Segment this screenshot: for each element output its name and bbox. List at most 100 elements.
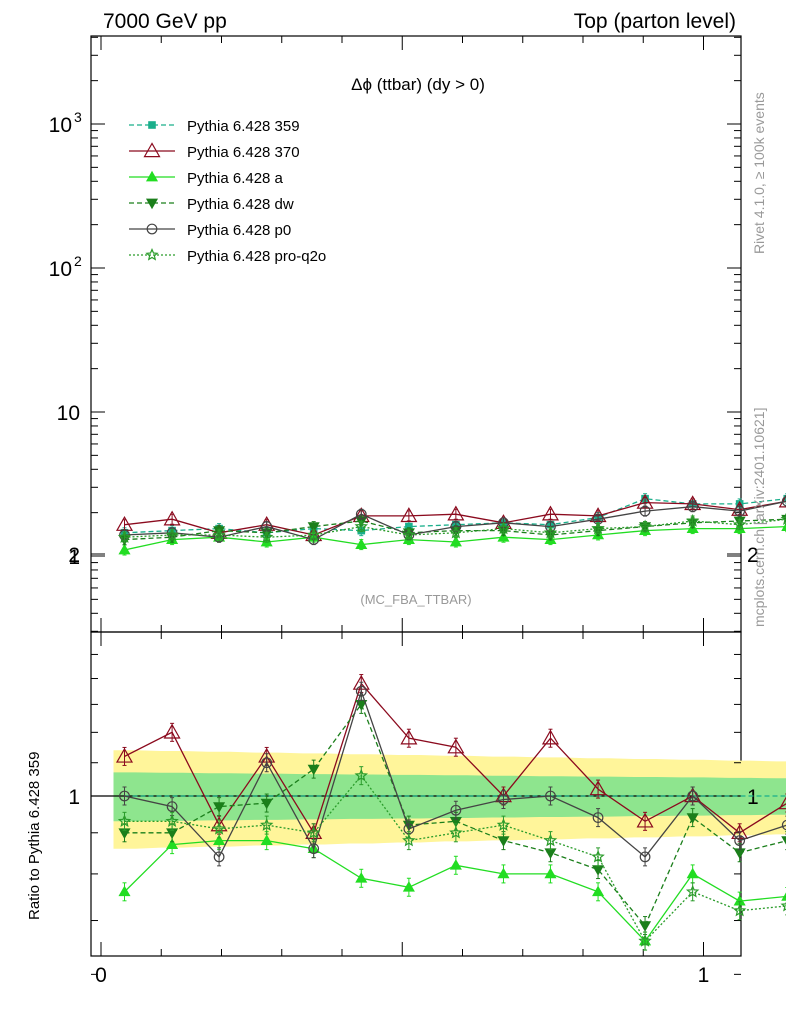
ratio-ylabel: Ratio to Pythia 6.428 359 (26, 752, 43, 920)
main-data-point (260, 530, 274, 543)
mcplots-label: mcplots.cern.ch [arXiv:2401.10621] (751, 408, 767, 627)
main-y-tick-label: 10 (49, 258, 72, 281)
legend-marker (145, 170, 159, 182)
main-data-point (687, 501, 699, 513)
ratio-series-line (124, 682, 786, 835)
ratio-data-point (119, 790, 130, 802)
main-data-point (449, 525, 463, 539)
main-data-point (638, 519, 652, 533)
ratio-y-tick-label-right: 2 (747, 544, 759, 567)
main-data-point (355, 538, 368, 549)
ratio-data-point (496, 818, 511, 831)
legend-label: Pythia 6.428 370 (187, 144, 300, 161)
ratio-data-point (781, 819, 786, 831)
main-series-group (115, 493, 786, 556)
main-data-point (781, 495, 786, 507)
ratio-data-point (543, 833, 558, 847)
ratio-data-point (589, 780, 607, 796)
main-series-line (124, 500, 786, 536)
main-data-point (355, 508, 367, 520)
ratio-data-point (592, 812, 604, 824)
main-series-line (124, 518, 786, 541)
legend-marker (145, 247, 159, 261)
ratio-data-point (497, 836, 510, 847)
legend-label: Pythia 6.428 pro-q2o (187, 248, 326, 265)
ratio-y-tick-label-left: 1 (68, 786, 80, 809)
legend-marker (146, 223, 158, 235)
legend-label: Pythia 6.428 p0 (187, 222, 291, 239)
main-y-tick-label: 10 (49, 114, 72, 137)
ratio-data-point (400, 729, 418, 745)
ratio-data-point (260, 834, 273, 845)
ratio-data-point (639, 921, 652, 932)
x-tick-label: 1 (698, 964, 710, 987)
main-data-point (163, 510, 181, 526)
ratio-data-point (544, 848, 557, 859)
main-series-line (124, 500, 786, 541)
ratio-series-group (115, 674, 786, 951)
main-series-line (124, 498, 786, 534)
analysis-tag: (MC_FBA_TTBAR) (360, 592, 471, 607)
ratio-data-point (212, 821, 226, 835)
main-data-point (212, 527, 226, 541)
ratio-data-point (165, 814, 179, 828)
ratio-data-point (447, 738, 465, 754)
ratio-data-point (166, 801, 178, 813)
ratio-data-point (781, 836, 786, 845)
ratio-data-point (118, 885, 131, 897)
ratio-data-point (592, 885, 605, 897)
legend-label: Pythia 6.428 a (187, 170, 284, 187)
ratio-data-point (778, 796, 786, 810)
ratio-data-point (732, 903, 747, 917)
ratio-uncertainty-bands (91, 750, 786, 849)
ratio-data-point (591, 849, 605, 863)
main-y-tick-label: 1 (68, 546, 80, 569)
legend-marker (143, 142, 161, 158)
main-series-6 (117, 513, 786, 543)
ratio-data-point (117, 814, 132, 828)
ratio-data-point (166, 838, 179, 849)
ratio-data-point (449, 825, 463, 839)
plot-title: Δϕ (ttbar) (dy > 0) (351, 75, 485, 94)
ratio-data-point (639, 851, 651, 863)
ratio-series-line (124, 774, 786, 943)
process-label: Top (parton level) (574, 10, 736, 33)
ratio-data-point (449, 859, 462, 870)
ratio-y-tick-label-left: 2 (68, 544, 80, 567)
main-data-point (447, 505, 465, 521)
main-data-point (778, 494, 786, 508)
main-data-point (117, 530, 132, 543)
ratio-data-point (734, 835, 746, 847)
main-data-point (781, 522, 786, 531)
main-data-point (732, 517, 747, 531)
ratio-data-point (638, 934, 652, 947)
main-data-point (402, 527, 416, 541)
main-y-tick-exponent: 2 (74, 253, 82, 269)
axis-ticks: 1101021030.50.511220123 (49, 36, 759, 987)
main-series-line (124, 518, 786, 538)
main-data-point (118, 543, 131, 555)
main-data-point (591, 521, 605, 535)
ratio-data-point (780, 901, 786, 912)
legend: Pythia 6.428 359 Pythia 6.428 370 Pythia 6… (129, 118, 326, 265)
ratio-data-point (733, 848, 746, 859)
ratio-data-point (115, 747, 134, 763)
main-data-point (639, 505, 651, 517)
ratio-data-point (354, 768, 369, 782)
ratio-data-point (261, 757, 273, 769)
main-y-tick-exponent: 3 (74, 109, 82, 125)
ratio-data-point (213, 851, 225, 863)
legend-label: Pythia 6.428 359 (187, 118, 300, 135)
ratio-data-point (260, 818, 274, 831)
ratio-band-inner (113, 772, 786, 822)
ratio-data-point (450, 804, 462, 816)
main-data-point (165, 527, 179, 541)
ratio-series-6 (117, 766, 786, 951)
ratio-data-point (541, 729, 559, 745)
main-data-point (734, 505, 746, 517)
main-series-4 (118, 513, 786, 546)
ratio-data-point (686, 867, 699, 879)
ratio-data-point (213, 834, 226, 845)
rivet-version-label: Rivet 4.1.0, ≥ 100k events (751, 92, 767, 254)
